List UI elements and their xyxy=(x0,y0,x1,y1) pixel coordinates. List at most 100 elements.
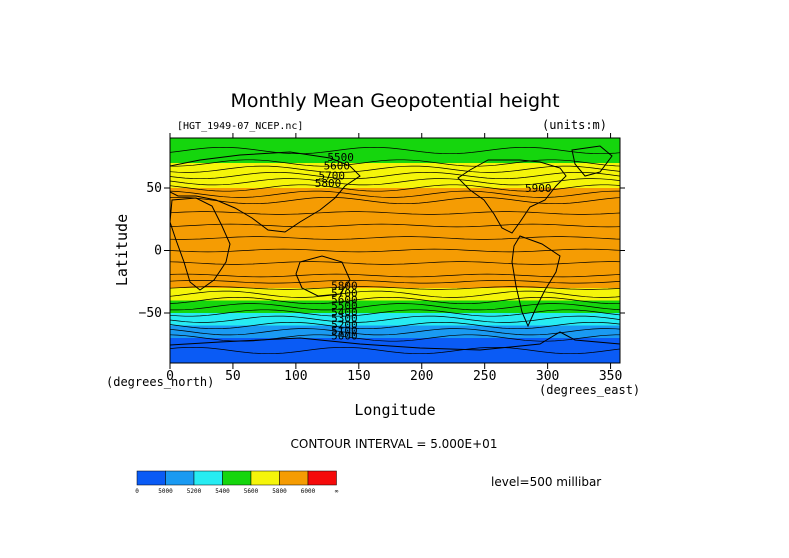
contour-line xyxy=(170,146,620,155)
x-axis-title: Longitude xyxy=(354,401,435,419)
colorbar-swatch xyxy=(307,470,337,486)
y-axis-title: Latitude xyxy=(113,214,131,286)
colorbar-label: 0 xyxy=(135,488,139,495)
height-band xyxy=(170,175,620,183)
contour-line xyxy=(170,261,620,265)
contour-line xyxy=(170,248,620,253)
contour-line xyxy=(170,196,620,205)
contour-label: 5200 xyxy=(331,318,358,331)
height-band xyxy=(170,313,620,320)
height-band xyxy=(170,306,620,314)
y-units-label: (degrees_north) xyxy=(106,375,214,389)
contour-line xyxy=(170,273,620,278)
height-band xyxy=(170,188,620,195)
colorbar-label: 5400 xyxy=(215,488,230,495)
contour-line xyxy=(170,290,620,298)
x-tick-label: 100 xyxy=(284,369,307,384)
colorbar-swatch xyxy=(250,470,280,486)
height-band xyxy=(170,319,620,327)
height-band xyxy=(170,163,620,170)
colorbar-label: 5600 xyxy=(244,488,259,495)
contour-line xyxy=(170,171,620,180)
chart-title: Monthly Mean Geopotential height xyxy=(230,90,559,112)
x-units-label: (degrees_east) xyxy=(539,383,640,397)
file-label: [HGT_1949-07_NCEP.nc] xyxy=(177,121,303,132)
contour-label: 5100 xyxy=(331,325,358,338)
height-band xyxy=(170,325,620,333)
height-band xyxy=(170,331,620,339)
contour-line xyxy=(170,159,620,167)
x-tick-label: 300 xyxy=(536,369,559,384)
colorbar-swatch xyxy=(279,470,309,486)
x-tick-label: 350 xyxy=(599,369,622,384)
height-band xyxy=(170,350,620,363)
height-band xyxy=(170,281,620,289)
x-tick-label: 250 xyxy=(473,369,496,384)
contour-line xyxy=(170,286,620,290)
height-band xyxy=(170,338,620,352)
height-band xyxy=(170,169,620,177)
contour-label: 5900 xyxy=(525,182,552,195)
contour-line xyxy=(170,280,620,284)
contour-label: 5600 xyxy=(331,293,358,306)
contour-line xyxy=(170,315,620,323)
colorbar-label: 5200 xyxy=(187,488,202,495)
contour-label: 5600 xyxy=(324,160,351,173)
contour-line xyxy=(170,321,620,330)
contour-label: 5800 xyxy=(331,280,358,293)
height-band xyxy=(170,213,620,227)
contour-line xyxy=(170,296,620,305)
colorbar-swatch xyxy=(193,470,223,486)
contour-line xyxy=(170,165,620,173)
x-tick-label: 50 xyxy=(225,369,241,384)
contour-line xyxy=(170,211,620,215)
x-tick-label: 200 xyxy=(410,369,433,384)
contour-line xyxy=(170,309,620,317)
y-tick-label: −50 xyxy=(139,306,162,321)
contour-line xyxy=(170,184,620,192)
y-axis-ticks: 50 0 −50 xyxy=(139,181,625,321)
contour-label: 5500 xyxy=(331,300,358,313)
height-band xyxy=(170,275,620,283)
height-band xyxy=(170,150,620,164)
contour-label: 5500 xyxy=(327,151,354,164)
level-text: level=500 millibar xyxy=(491,475,601,489)
x-tick-label: 0 xyxy=(166,369,174,384)
contour-line xyxy=(170,328,620,336)
colorbar-swatch xyxy=(136,470,166,486)
colorbar-swatch xyxy=(165,470,195,486)
contour-label: 5700 xyxy=(331,287,358,300)
contour-label: 5400 xyxy=(331,306,358,319)
contour-line xyxy=(170,303,620,311)
colorbar-label: ∞ xyxy=(335,488,339,495)
colorbar-label: 5800 xyxy=(272,488,287,495)
x-tick-label: 150 xyxy=(347,369,370,384)
colorbar-label: 5000 xyxy=(158,488,173,495)
colorbar-swatch xyxy=(222,470,252,486)
contour-line xyxy=(170,236,620,240)
units-label: (units:m) xyxy=(542,118,607,132)
height-band xyxy=(170,263,620,277)
height-band xyxy=(170,238,620,252)
y-tick-label: 50 xyxy=(146,181,162,196)
coastlines xyxy=(170,145,620,351)
contour-label: 5700 xyxy=(319,170,346,183)
contour-line xyxy=(170,223,620,228)
height-band xyxy=(170,250,620,264)
height-band xyxy=(170,225,620,239)
contour-label: 5300 xyxy=(331,312,358,325)
height-band xyxy=(170,288,620,295)
contour-label: 5000 xyxy=(331,330,358,343)
contour-line xyxy=(170,178,620,186)
height-band xyxy=(170,181,620,189)
contour-line xyxy=(170,346,620,355)
height-band xyxy=(170,200,620,214)
x-axis-ticks: 0 50 100 150 200 250 300 350 xyxy=(166,133,622,384)
y-tick-label: 0 xyxy=(154,244,162,259)
colorbar-label: 6000 xyxy=(301,488,316,495)
contour-interval-text: CONTOUR INTERVAL = 5.000E+01 xyxy=(291,437,498,451)
colorbar: 0 5000 5200 5400 5600 5800 6000 ∞ xyxy=(135,470,339,495)
